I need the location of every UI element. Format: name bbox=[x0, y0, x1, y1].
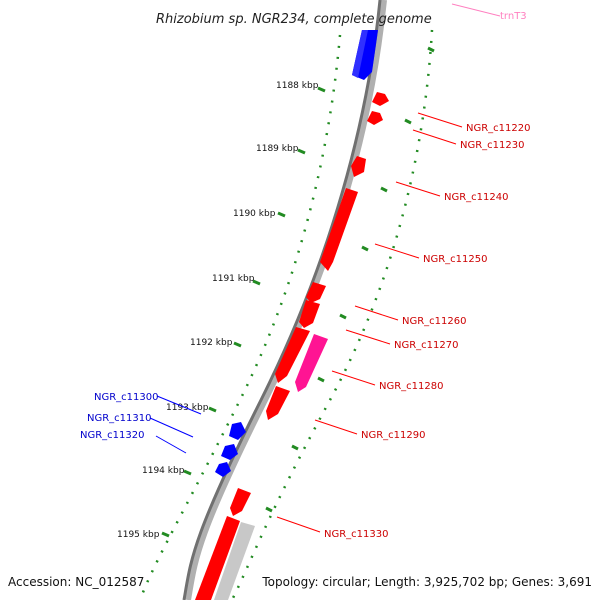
tick-mark bbox=[427, 46, 435, 53]
leader-NGR_c11220 bbox=[417, 112, 463, 128]
leader-NGR_c11270 bbox=[345, 329, 391, 345]
label-trnT3[interactable]: trnT3 bbox=[500, 11, 527, 22]
gene-forward-bottom[interactable] bbox=[195, 516, 240, 600]
label-NGR_c11310[interactable]: NGR_c11310 bbox=[87, 413, 152, 424]
forward-genes bbox=[195, 92, 389, 600]
gene-NGR_c11320[interactable] bbox=[215, 462, 231, 477]
tick-mark bbox=[161, 531, 170, 538]
leader-NGR_c11320 bbox=[155, 435, 187, 454]
kbp-tick-marks bbox=[161, 46, 435, 538]
label-NGR_c11320[interactable]: NGR_c11320 bbox=[80, 430, 145, 441]
tick-label-1189: 1189 kbp bbox=[256, 144, 299, 154]
tick-mark bbox=[252, 279, 261, 286]
tick-label-1194: 1194 kbp bbox=[142, 466, 185, 476]
gene-NGR_c11260[interactable] bbox=[306, 282, 326, 303]
label-NGR_c11240[interactable]: NGR_c11240 bbox=[444, 192, 509, 203]
tick-mark bbox=[265, 506, 273, 513]
label-leaders bbox=[149, 3, 501, 533]
leader-NGR_c11250 bbox=[374, 243, 420, 259]
leader-NGR_c11290 bbox=[314, 419, 358, 435]
tick-mark bbox=[297, 148, 306, 155]
inner-tick-track bbox=[138, 34, 342, 600]
tick-label-1190: 1190 kbp bbox=[233, 209, 276, 219]
reverse-gene-top-edge bbox=[352, 30, 368, 78]
gene-NGR_c11240[interactable] bbox=[351, 156, 366, 177]
label-NGR_c11220[interactable]: NGR_c11220 bbox=[466, 123, 531, 134]
gene-NGR_c11290[interactable] bbox=[275, 327, 310, 383]
leader-NGR_c11310 bbox=[149, 417, 194, 438]
gene-NGR_c11270[interactable] bbox=[299, 300, 320, 328]
topology-text: Topology: circular; Length: 3,925,702 bp… bbox=[261, 575, 592, 589]
leader-NGR_c11260 bbox=[354, 305, 399, 321]
reverse-genes bbox=[215, 422, 246, 477]
label-NGR_c11330[interactable]: NGR_c11330 bbox=[324, 529, 389, 540]
leader-trnT3 bbox=[451, 3, 501, 17]
tick-mark bbox=[317, 86, 326, 93]
tick-label-1188: 1188 kbp bbox=[276, 81, 319, 91]
tick-mark bbox=[317, 376, 325, 383]
label-NGR_c11230[interactable]: NGR_c11230 bbox=[460, 140, 525, 151]
tick-label-1192: 1192 kbp bbox=[190, 338, 233, 348]
tick-mark bbox=[183, 469, 192, 476]
gene-NGR_c11290b[interactable] bbox=[266, 386, 290, 420]
leader-NGR_c11240 bbox=[395, 181, 441, 197]
label-NGR_c11270[interactable]: NGR_c11270 bbox=[394, 340, 459, 351]
leader-NGR_c11300 bbox=[156, 395, 202, 415]
gene-NGR_c11300[interactable] bbox=[229, 422, 246, 440]
gene-NGR_c11250[interactable] bbox=[320, 188, 358, 271]
tick-mark bbox=[361, 245, 369, 252]
label-NGR_c11250[interactable]: NGR_c11250 bbox=[423, 254, 488, 265]
tick-mark bbox=[291, 444, 299, 451]
tick-mark bbox=[208, 406, 217, 413]
label-NGR_c11290[interactable]: NGR_c11290 bbox=[361, 430, 426, 441]
gene-NGR_c11310[interactable] bbox=[221, 444, 238, 460]
gene-NGR_c11280[interactable] bbox=[295, 334, 328, 392]
label-NGR_c11300[interactable]: NGR_c11300 bbox=[94, 392, 159, 403]
tick-mark bbox=[339, 313, 347, 320]
leader-NGR_c11280 bbox=[331, 370, 376, 386]
tick-mark bbox=[277, 211, 286, 218]
label-NGR_c11280[interactable]: NGR_c11280 bbox=[379, 381, 444, 392]
tick-label-1195: 1195 kbp bbox=[117, 530, 160, 540]
outer-tick-track bbox=[230, 29, 434, 600]
gene-NGR_c11330[interactable] bbox=[230, 488, 251, 516]
tick-label-1191: 1191 kbp bbox=[212, 274, 255, 284]
tick-mark bbox=[233, 341, 242, 348]
grey-gene[interactable] bbox=[214, 522, 255, 600]
accession-text: Accession: NC_012587 bbox=[8, 575, 144, 589]
tick-mark bbox=[404, 118, 412, 125]
leader-NGR_c11230 bbox=[412, 129, 457, 145]
gene-NGR_c11220[interactable] bbox=[372, 92, 389, 106]
gene-NGR_c11230[interactable] bbox=[367, 111, 383, 125]
label-NGR_c11260[interactable]: NGR_c11260 bbox=[402, 316, 467, 327]
map-title: Rhizobium sp. NGR234, complete genome bbox=[156, 12, 432, 27]
genome-backbone bbox=[182, 0, 382, 600]
tick-mark bbox=[380, 186, 388, 193]
leader-NGR_c11330 bbox=[276, 516, 321, 533]
